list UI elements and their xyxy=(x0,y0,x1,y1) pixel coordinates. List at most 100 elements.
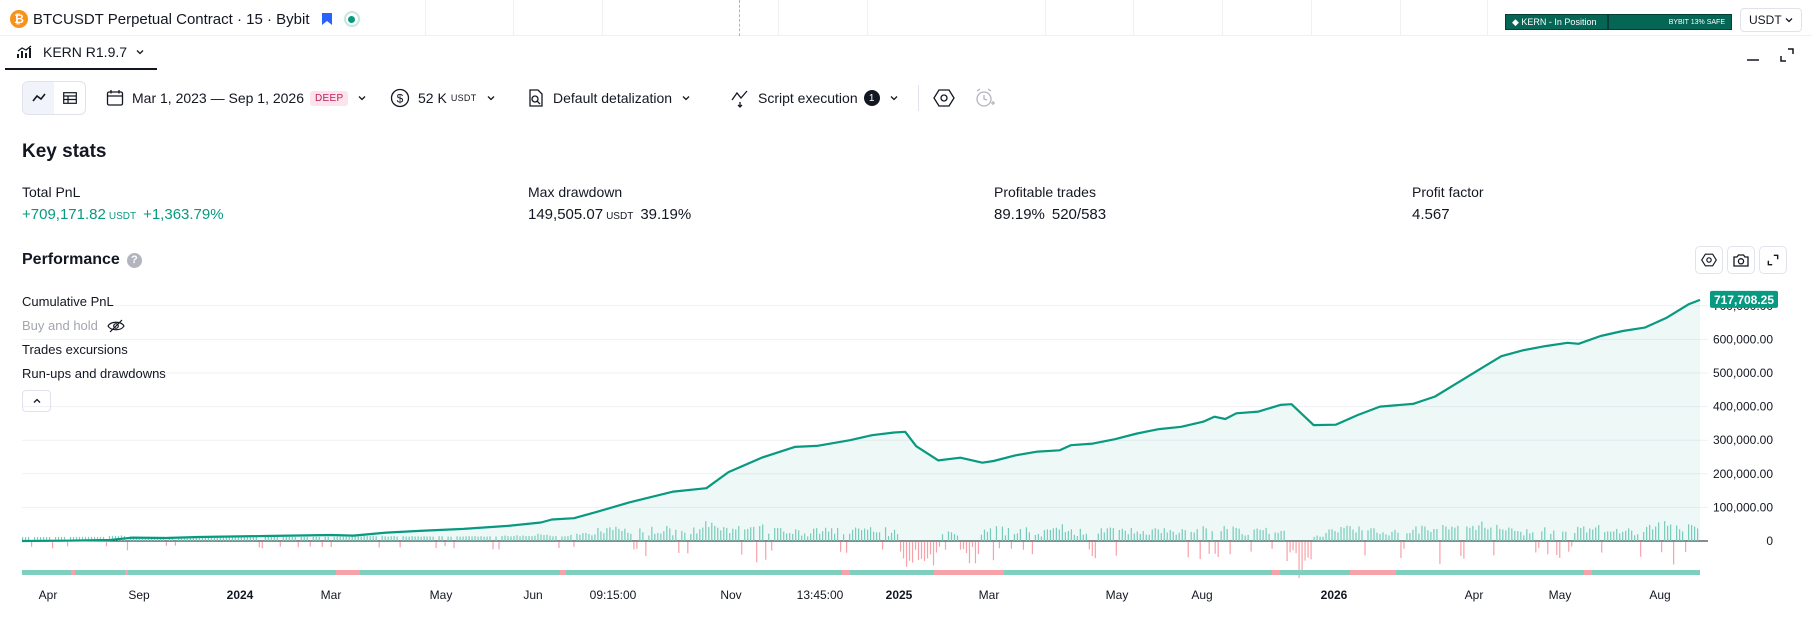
excursion-bar-positive xyxy=(878,532,881,541)
excursion-bar-positive xyxy=(887,536,890,541)
grid-line xyxy=(1487,0,1488,36)
excursion-bar-positive xyxy=(1652,529,1654,541)
grid-line xyxy=(867,0,868,36)
strategy-tab-bar: KERN R1.9.7 xyxy=(0,36,1812,70)
symbol-title[interactable]: ₿ BTCUSDT Perpetual Contract · 15 · Bybi… xyxy=(10,9,360,29)
excursion-bar-positive xyxy=(1394,529,1396,541)
legend-cumulative-pnl[interactable]: Cumulative PnL xyxy=(22,294,114,309)
excursion-bar-positive xyxy=(1577,526,1579,541)
excursion-bar-positive xyxy=(1235,527,1237,541)
excursion-bar-positive xyxy=(750,527,752,541)
excursion-bar-positive xyxy=(1427,530,1429,541)
chart-header: ₿ BTCUSDT Perpetual Contract · 15 · Bybi… xyxy=(0,0,1812,36)
chevron-down-icon xyxy=(136,50,144,55)
tab-strategy[interactable]: KERN R1.9.7 xyxy=(5,36,157,70)
excursion-bar-positive xyxy=(1562,531,1564,541)
legend-buy-hold[interactable]: Buy and hold xyxy=(22,318,166,342)
excursion-bar-negative xyxy=(1217,542,1219,558)
chevron-down-icon xyxy=(890,96,898,101)
excursion-bar-positive xyxy=(1382,532,1384,541)
excursion-bar-positive xyxy=(336,536,338,541)
excursion-bar-negative xyxy=(399,542,401,548)
excursion-bar-positive xyxy=(1379,533,1381,541)
excursion-bar-positive xyxy=(1004,535,1007,541)
y-tick-label: 300,000.00 xyxy=(1713,433,1773,447)
stat-label: Max drawdown xyxy=(528,184,623,200)
expand-chart-button[interactable] xyxy=(1759,246,1787,274)
excursion-bar-positive xyxy=(1625,530,1627,541)
grid-line xyxy=(1311,0,1312,36)
excursion-bar-negative xyxy=(899,542,902,552)
excursion-bar-positive xyxy=(609,527,611,541)
excursion-bar-positive xyxy=(597,527,599,541)
flag-icon[interactable] xyxy=(320,12,334,26)
collapse-legend-button[interactable] xyxy=(22,390,51,412)
excursion-bar-negative xyxy=(1556,542,1558,556)
excursion-bar-positive xyxy=(312,536,314,541)
table-view-button[interactable] xyxy=(54,82,85,114)
snapshot-button[interactable] xyxy=(1727,246,1755,274)
excursion-bar-positive xyxy=(1694,526,1696,541)
maximize-icon[interactable] xyxy=(1778,46,1796,64)
excursion-bar-positive xyxy=(501,535,503,541)
excursion-bar-negative xyxy=(444,542,446,547)
excursion-bar-positive xyxy=(1655,526,1657,541)
x-tick-label: Apr xyxy=(1465,588,1484,602)
excursion-bar-positive xyxy=(405,536,407,541)
excursion-bar-positive xyxy=(1580,528,1582,541)
excursion-bar-negative xyxy=(1460,542,1462,556)
excursion-bar-positive xyxy=(288,536,290,541)
excursion-bar-positive xyxy=(759,526,761,541)
excursion-bar-negative xyxy=(279,542,281,547)
svg-text:$: $ xyxy=(397,92,404,106)
date-range-selector[interactable]: Mar 1, 2023 — Sep 1, 2026 DEEP xyxy=(106,81,367,115)
chart-view-button[interactable] xyxy=(23,82,54,114)
excursion-bar-negative xyxy=(1292,542,1294,551)
excursion-bar-positive xyxy=(1448,529,1450,541)
excursion-bar-positive xyxy=(1175,534,1177,541)
excursion-bar-negative xyxy=(678,542,680,554)
chart-settings-button[interactable] xyxy=(1695,246,1723,274)
add-alert-button[interactable] xyxy=(974,81,996,115)
excursion-bar-positive xyxy=(762,524,764,541)
legend-runups-drawdowns[interactable]: Run-ups and drawdowns xyxy=(22,366,166,381)
performance-title: Performance ? xyxy=(22,251,142,269)
chevron-up-icon xyxy=(33,398,40,403)
currency-select[interactable]: USDT xyxy=(1740,8,1802,32)
excursion-bar-positive xyxy=(534,535,536,541)
script-execution-selector[interactable]: Script execution 1 xyxy=(730,81,899,115)
eye-crossed-icon[interactable] xyxy=(107,319,125,333)
excursion-bar-positive xyxy=(714,525,716,541)
excursion-bar-negative xyxy=(1568,542,1570,552)
safe-badge: BYBIT 13% SAFE xyxy=(1608,14,1732,30)
minimize-icon[interactable] xyxy=(1744,46,1762,64)
excursion-bar-positive xyxy=(1646,526,1648,541)
excursion-bar-positive xyxy=(564,536,566,541)
excursion-bar-positive xyxy=(606,528,608,541)
excursion-bar-positive xyxy=(1097,533,1099,541)
excursion-bar-positive xyxy=(45,536,48,541)
performance-chart[interactable]: 0 100,000.00 200,000.00 300,000.00 400,000.0… xyxy=(0,290,1812,620)
settings-button[interactable] xyxy=(933,81,955,115)
excursion-bar-positive xyxy=(354,536,356,541)
excursion-bar-positive xyxy=(1073,534,1075,541)
excursion-bar-positive xyxy=(471,536,473,541)
settings-hexagon-icon xyxy=(1701,253,1717,267)
excursion-bar-positive xyxy=(264,536,266,541)
excursion-bar-positive xyxy=(408,536,410,541)
view-toggle xyxy=(22,81,86,115)
excursion-bar-positive xyxy=(1070,529,1072,541)
excursion-bar-positive xyxy=(1340,527,1342,541)
detalization-selector[interactable]: Default detalization xyxy=(527,81,691,115)
legend-trades-excursions[interactable]: Trades excursions xyxy=(22,342,128,357)
excursion-bar-positive xyxy=(1688,524,1690,541)
excursion-bar-positive xyxy=(1343,527,1345,541)
excursion-bar-positive xyxy=(270,536,272,541)
capital-selector[interactable]: $ 52 K USDT xyxy=(390,81,496,115)
drawdown-segment xyxy=(1584,570,1592,575)
help-icon[interactable]: ? xyxy=(126,252,142,268)
excursion-bar-positive xyxy=(519,536,521,541)
settings-hexagon-icon xyxy=(933,89,955,107)
excursion-bar-negative xyxy=(126,542,129,551)
excursion-bar-positive xyxy=(1490,527,1492,541)
